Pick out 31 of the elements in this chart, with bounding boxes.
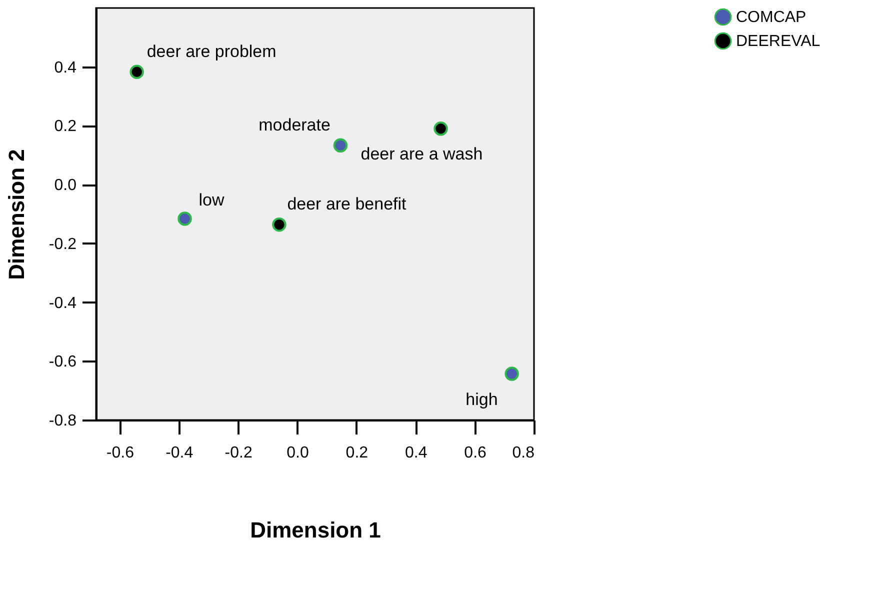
annotation: deer are a wash (360, 144, 483, 164)
x-tick-label: -0.4 (166, 444, 194, 462)
point (130, 64, 144, 79)
point (333, 138, 348, 153)
x-tick-label: 0.6 (464, 444, 487, 462)
annotation: low (198, 190, 226, 210)
x-tick-label: 0.4 (404, 444, 428, 462)
x-axis-title: Dimension 1 (250, 518, 381, 542)
y-tick-label: -0.6 (48, 354, 77, 371)
point (504, 366, 519, 381)
point (434, 122, 448, 136)
x-tick-label: -0.2 (224, 444, 252, 462)
x-tick-label: 0.0 (286, 444, 309, 462)
x-tick-label: -0.6 (106, 444, 134, 462)
point (272, 217, 286, 232)
y-tick-label: 0.0 (54, 177, 77, 194)
y-tick-label: 0.4 (54, 59, 77, 76)
y-tick-label: -0.2 (48, 236, 77, 253)
y-tick-label: -0.4 (48, 294, 77, 312)
annotation: deer are problem (146, 42, 276, 61)
y-tick-label: -0.8 (48, 412, 77, 430)
legend-label: DEEREVAL (736, 33, 820, 50)
annotation: high (466, 390, 498, 409)
x-tick-label: 0.2 (346, 444, 368, 462)
annotation: moderate (258, 115, 330, 134)
annotation: deer are benefit (287, 194, 407, 214)
y-axis-title: Dimension 2 (4, 149, 29, 280)
y-tick-label: 0.2 (54, 118, 77, 136)
legend-label: COMCAP (736, 9, 806, 26)
x-tick-label: 0.8 (512, 444, 535, 462)
point (178, 212, 192, 226)
